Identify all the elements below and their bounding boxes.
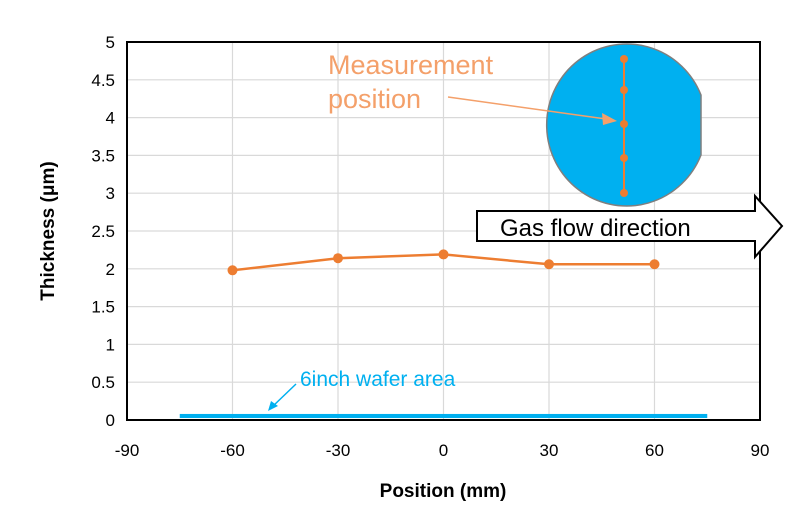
measurement-point <box>620 120 628 128</box>
measurement-point <box>620 55 628 63</box>
x-tick-label: -60 <box>220 441 245 460</box>
y-tick-label: 2 <box>106 260 115 279</box>
x-tick-label: 60 <box>645 441 664 460</box>
y-tick-label: 5 <box>106 33 115 52</box>
measurement-label-line1: Measurement <box>328 50 494 80</box>
wafer-area-bar <box>179 413 708 418</box>
measurement-points <box>620 55 628 197</box>
x-tick-labels: -90 -60 -30 0 30 60 90 <box>115 441 770 460</box>
x-tick-label: 0 <box>439 441 448 460</box>
data-point <box>438 249 449 260</box>
measurement-arrow <box>447 96 607 120</box>
y-tick-label: 0.5 <box>91 373 115 392</box>
measurement-label-line2: position <box>328 84 421 114</box>
measurement-point <box>620 189 628 197</box>
y-tick-label: 1 <box>106 335 115 354</box>
measurement-arrowhead <box>602 113 617 125</box>
wafer-area-arrowhead <box>268 401 278 411</box>
x-tick-label: 30 <box>540 441 559 460</box>
y-tick-label: 4.5 <box>91 71 115 90</box>
gas-flow-label: Gas flow direction <box>500 215 691 242</box>
y-axis-label: Thickness (μm) <box>38 161 59 300</box>
measurement-point <box>620 86 628 94</box>
y-tick-label: 3 <box>106 184 115 203</box>
data-point <box>649 259 660 270</box>
y-tick-label: 2.5 <box>91 222 115 241</box>
wafer-area-arrow <box>271 383 297 408</box>
series-thickness <box>227 249 660 276</box>
x-tick-label: -30 <box>326 441 351 460</box>
x-axis-label: Position (mm) <box>380 481 507 502</box>
y-tick-label: 1.5 <box>91 298 115 317</box>
x-tick-label: -90 <box>115 441 140 460</box>
data-point <box>333 253 343 264</box>
gas-flow-arrow <box>476 193 784 260</box>
y-tick-label: 0 <box>106 411 115 430</box>
y-tick-label: 3.5 <box>91 146 115 165</box>
y-tick-label: 4 <box>106 109 115 128</box>
data-point <box>227 265 238 276</box>
wafer-area-label: 6inch wafer area <box>300 368 456 391</box>
y-tick-labels: 0 0.5 1 1.5 2 2.5 3 3.5 4 4.5 5 <box>91 33 115 430</box>
x-tick-label: 90 <box>751 441 770 460</box>
data-point <box>544 259 554 270</box>
measurement-point <box>620 154 628 162</box>
